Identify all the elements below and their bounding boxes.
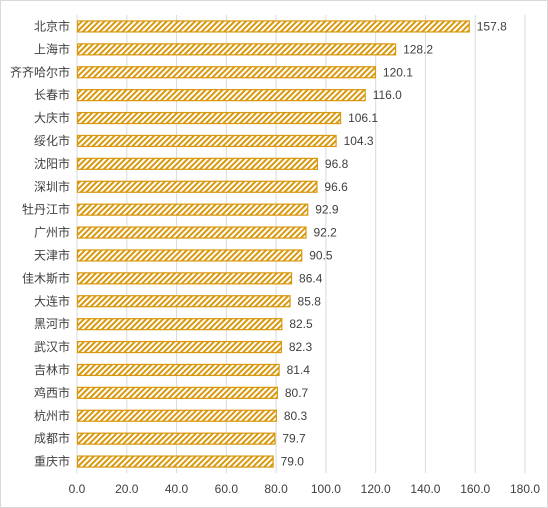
bar: [76, 272, 293, 285]
bar: [76, 363, 280, 377]
category-label: 成都市: [34, 431, 70, 446]
category-label: 上海市: [34, 41, 70, 56]
bar: [76, 157, 319, 170]
x-tick-label: 80.0: [264, 482, 288, 496]
value-label: 85.8: [298, 294, 322, 308]
value-label: 86.4: [299, 271, 323, 285]
value-label: 92.9: [315, 203, 339, 217]
value-label: 104.3: [344, 134, 374, 148]
bar: [76, 432, 276, 445]
x-tick-label: 160.0: [460, 482, 490, 496]
bar: [76, 66, 377, 79]
bar: [76, 89, 366, 102]
category-label: 长春市: [34, 87, 70, 102]
category-label: 佳木斯市: [22, 270, 70, 285]
value-label: 82.5: [289, 317, 313, 331]
bar: [76, 386, 278, 399]
category-label: 牡丹江市: [22, 202, 70, 217]
bar: [76, 20, 470, 33]
value-label: 157.8: [477, 19, 507, 33]
category-label: 沈阳市: [34, 156, 70, 171]
category-label: 黑河市: [34, 316, 70, 331]
bar: [76, 43, 397, 56]
bar: [76, 134, 337, 148]
value-label: 96.6: [324, 180, 348, 194]
value-label: 79.7: [282, 432, 306, 446]
bar: [76, 455, 274, 468]
bar: [76, 180, 318, 193]
x-tick-label: 140.0: [410, 482, 440, 496]
category-label: 天津市: [34, 247, 70, 262]
category-label: 齐齐哈尔市: [10, 64, 70, 79]
x-tick-label: 120.0: [361, 482, 391, 496]
value-label: 80.3: [284, 409, 308, 423]
value-label: 96.8: [325, 157, 349, 171]
value-label: 120.1: [383, 65, 413, 79]
category-label: 大庆市: [34, 110, 70, 125]
x-tick-label: 20.0: [115, 482, 139, 496]
bar: [76, 340, 282, 354]
value-label: 82.3: [289, 340, 313, 354]
category-label: 北京市: [34, 18, 70, 33]
category-label: 大连市: [34, 293, 70, 308]
category-label: 绥化市: [34, 133, 70, 148]
bar: [76, 295, 291, 308]
category-label: 广州市: [34, 225, 70, 240]
category-label: 武汉市: [34, 339, 70, 354]
x-tick-label: 40.0: [165, 482, 189, 496]
category-label: 重庆市: [34, 454, 70, 469]
value-label: 79.0: [281, 455, 305, 469]
value-label: 106.1: [348, 111, 378, 125]
value-label: 116.0: [373, 88, 402, 102]
bar: [76, 249, 303, 262]
bar: [76, 409, 277, 422]
category-label: 鸡西市: [34, 385, 70, 400]
category-label: 深圳市: [34, 179, 70, 194]
bar: [76, 226, 307, 239]
bar: [76, 318, 283, 331]
value-label: 80.7: [285, 386, 309, 400]
value-label: 90.5: [309, 248, 333, 262]
x-tick-label: 180.0: [510, 482, 540, 496]
bar: [76, 203, 309, 216]
category-label: 吉林市: [34, 362, 70, 377]
x-tick-label: 100.0: [311, 482, 341, 496]
value-label: 81.4: [287, 363, 311, 377]
category-label: 杭州市: [34, 408, 70, 423]
x-tick-label: 60.0: [215, 482, 239, 496]
value-label: 128.2: [403, 42, 433, 56]
x-tick-label: 0.0: [69, 482, 86, 496]
bar: [76, 111, 342, 125]
value-label: 92.2: [313, 226, 337, 240]
